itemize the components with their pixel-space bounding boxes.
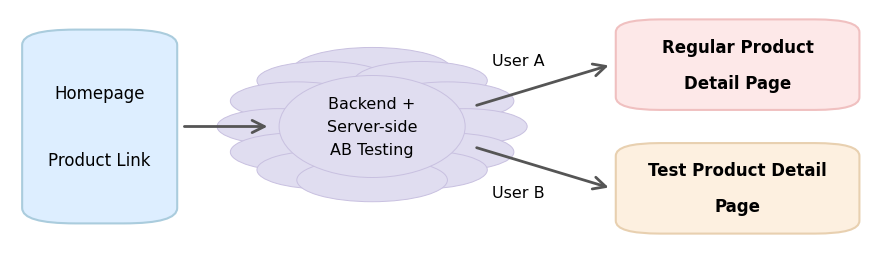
Ellipse shape bbox=[217, 109, 341, 145]
Ellipse shape bbox=[297, 159, 447, 202]
Text: Server-side: Server-side bbox=[327, 120, 417, 134]
FancyBboxPatch shape bbox=[22, 30, 177, 224]
Text: Homepage: Homepage bbox=[54, 85, 145, 103]
Ellipse shape bbox=[354, 62, 487, 100]
FancyBboxPatch shape bbox=[616, 20, 859, 110]
Ellipse shape bbox=[292, 48, 452, 94]
Text: Product Link: Product Link bbox=[49, 151, 151, 169]
Ellipse shape bbox=[257, 151, 390, 189]
Text: Regular Product: Regular Product bbox=[662, 39, 813, 57]
FancyBboxPatch shape bbox=[616, 144, 859, 234]
Ellipse shape bbox=[403, 109, 527, 145]
Text: Test Product Detail: Test Product Detail bbox=[649, 162, 827, 180]
Ellipse shape bbox=[381, 133, 514, 171]
Ellipse shape bbox=[381, 83, 514, 121]
Ellipse shape bbox=[257, 62, 390, 100]
Ellipse shape bbox=[230, 83, 363, 121]
Text: AB Testing: AB Testing bbox=[330, 142, 414, 157]
Text: Detail Page: Detail Page bbox=[684, 74, 791, 92]
Ellipse shape bbox=[279, 76, 465, 178]
Text: Backend +: Backend + bbox=[329, 97, 416, 112]
Ellipse shape bbox=[354, 151, 487, 189]
Ellipse shape bbox=[230, 133, 363, 171]
Text: User A: User A bbox=[492, 54, 545, 68]
Text: Page: Page bbox=[715, 197, 760, 215]
Text: User B: User B bbox=[492, 186, 545, 200]
